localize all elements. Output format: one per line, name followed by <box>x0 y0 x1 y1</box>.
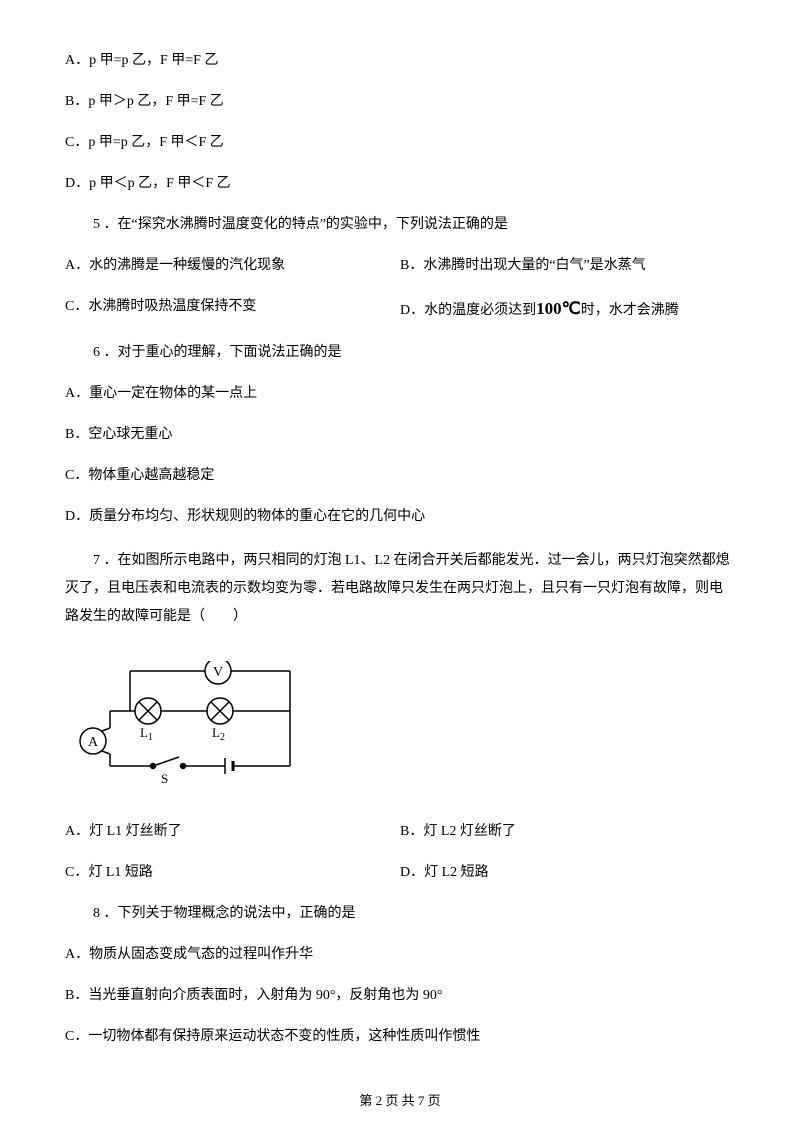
q8-stem: 8 ．下列关于物理概念的说法中，正确的是 <box>65 903 735 924</box>
q4-option-d: D．p 甲＜p 乙，F 甲＜F 乙 <box>65 173 735 194</box>
switch-label: S <box>161 771 168 786</box>
q6-option-c: C．物体重心越高越稳定 <box>65 465 735 486</box>
q5-optd-suffix: 时，水才会沸腾 <box>581 303 679 318</box>
q7-option-d: D．灯 L2 短路 <box>400 862 735 883</box>
q5-option-d: D．水的温度必须达到100℃时，水才会沸腾 <box>400 296 735 322</box>
q7-option-b: B．灯 L2 灯丝断了 <box>400 821 735 842</box>
page-footer: 第 2 页 共 7 页 <box>0 1091 800 1111</box>
q5-option-b: B．水沸腾时出现大量的“白气”是水蒸气 <box>400 255 735 276</box>
q6-option-a: A．重心一定在物体的某一点上 <box>65 383 735 404</box>
q8-option-a: A．物质从固态变成气态的过程叫作升华 <box>65 944 735 965</box>
q5-option-c: C．水沸腾时吸热温度保持不变 <box>65 296 400 322</box>
q6-option-d: D．质量分布均匀、形状规则的物体的重心在它的几何中心 <box>65 506 735 527</box>
q8-option-c: C．一切物体都有保持原来运动状态不变的性质，这种性质叫作惯性 <box>65 1026 735 1047</box>
l1-label: L1 <box>140 725 153 743</box>
q7-option-c: C．灯 L1 短路 <box>65 862 400 883</box>
q4-option-b: B．p 甲＞p 乙，F 甲=F 乙 <box>65 91 735 112</box>
ammeter-label: A <box>88 735 99 750</box>
q7-stem: 7 ．在如图所示电路中，两只相同的灯泡 L1、L2 在闭合开关后都能发光．过一会… <box>65 547 735 631</box>
q7-circuit-diagram: V A L1 L2 S <box>75 661 735 791</box>
q4-option-c: C．p 甲=p 乙，F 甲＜F 乙 <box>65 132 735 153</box>
q7-option-a: A．灯 L1 灯丝断了 <box>65 821 400 842</box>
q5-option-a: A．水的沸腾是一种缓慢的汽化现象 <box>65 255 400 276</box>
q8-option-b: B．当光垂直射向介质表面时，入射角为 90°，反射角也为 90° <box>65 985 735 1006</box>
l2-label: L2 <box>212 725 225 743</box>
q4-option-a: A．p 甲=p 乙，F 甲=F 乙 <box>65 50 735 71</box>
q5-optd-temp: 100℃ <box>536 299 581 318</box>
q5-optd-prefix: D．水的温度必须达到 <box>400 303 536 318</box>
q6-option-b: B．空心球无重心 <box>65 424 735 445</box>
voltmeter-label: V <box>213 665 223 680</box>
q6-stem: 6 ．对于重心的理解，下面说法正确的是 <box>65 342 735 363</box>
q5-stem: 5 ．在“探究水沸腾时温度变化的特点”的实验中，下列说法正确的是 <box>65 214 735 235</box>
